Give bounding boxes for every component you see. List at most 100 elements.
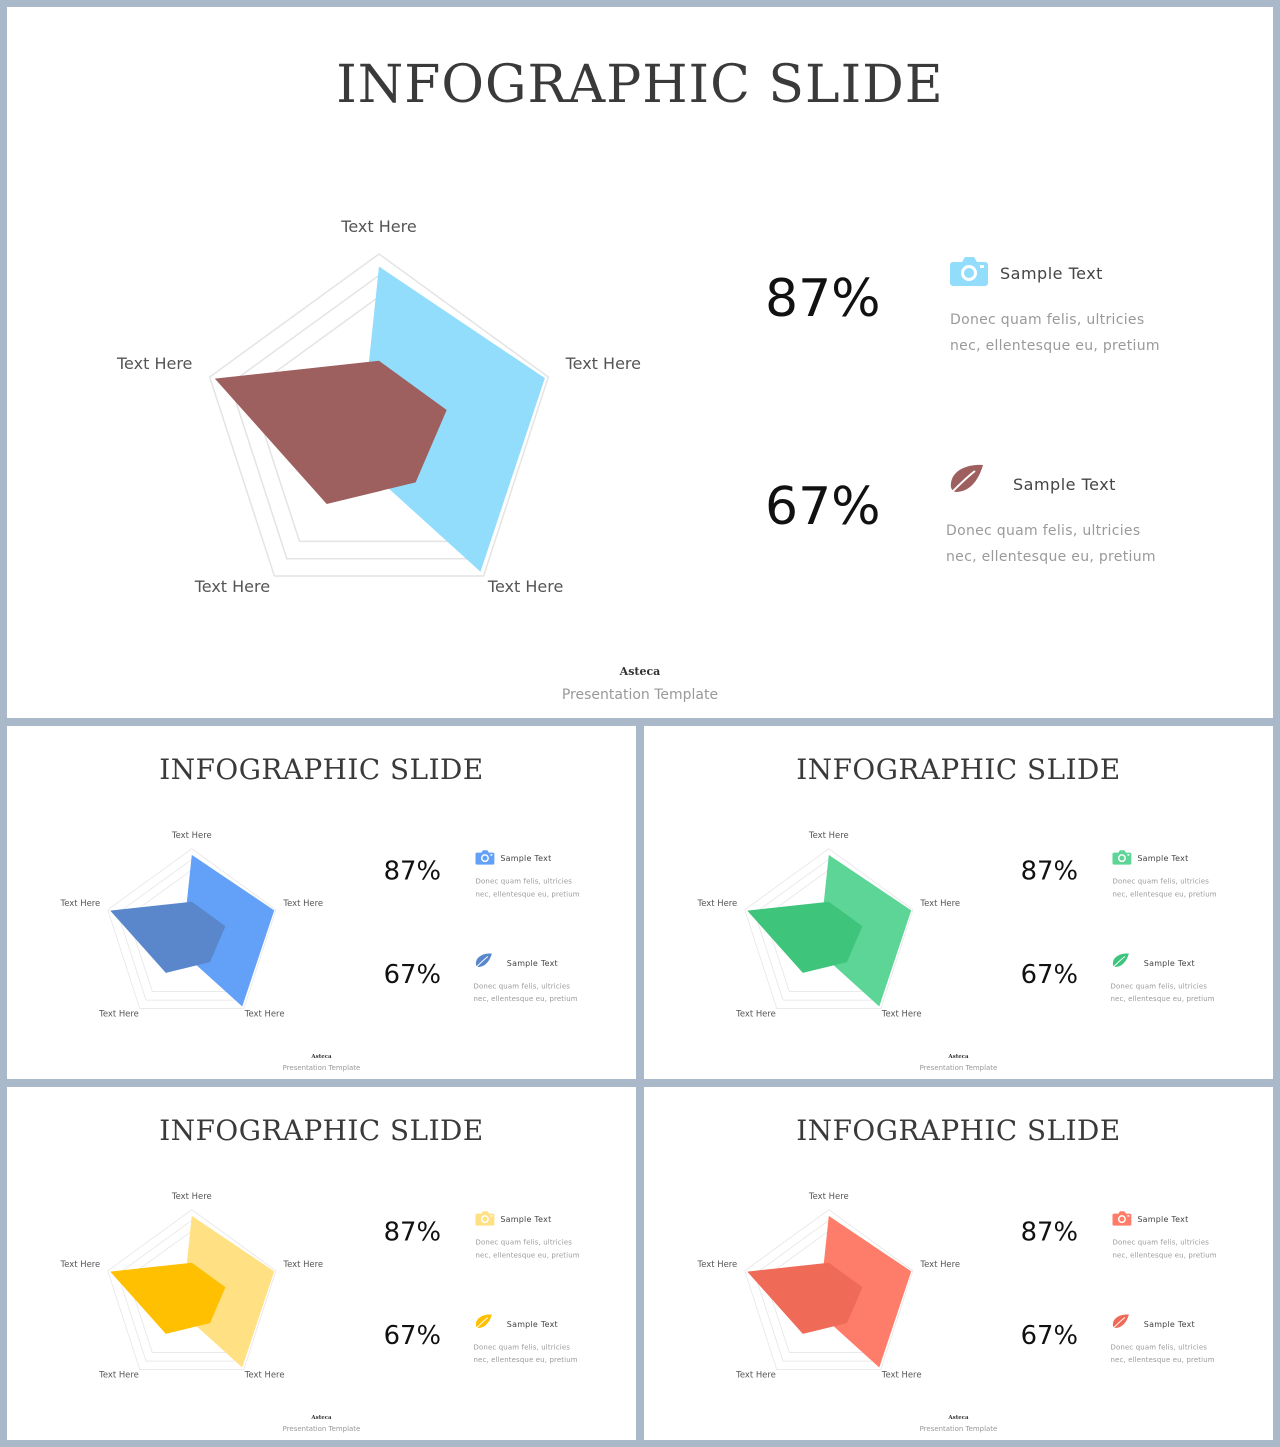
desc-line: Donec quam felis, ultricies — [1112, 877, 1210, 886]
axis-label: Text Here — [919, 1259, 960, 1269]
slide-title: INFOGRAPHIC SLIDE — [796, 1114, 1121, 1148]
axis-label: Text Here — [282, 1259, 323, 1269]
leaf-icon — [474, 1314, 492, 1330]
desc-line: Donec quam felis, ultricies — [950, 312, 1145, 328]
green-slide: INFOGRAPHIC SLIDE Text Here Text Here Text… — [644, 726, 1273, 1079]
stat-desc-2: Donec quam felis, ultricies nec, ellente… — [473, 1341, 577, 1367]
camera-icon — [475, 850, 495, 865]
radar-series-1 — [818, 1215, 912, 1368]
radar-chart: Text Here Text Here Text Here Text Here Text… — [116, 217, 641, 596]
desc-line: Donec quam felis, ultricies — [475, 877, 573, 886]
brand-subtitle: Presentation Template — [561, 687, 719, 703]
slide-inner: INFOGRAPHIC SLIDE Text Here Text Here Text… — [7, 726, 636, 1079]
brand-subtitle: Presentation Template — [282, 1424, 361, 1433]
stat-value-2: 67% — [765, 477, 881, 537]
stat-label-2: Sample Text — [506, 1319, 558, 1329]
axis-label: Text Here — [98, 1370, 139, 1380]
stat-desc-1: Donec quam felis, ultricies nec, ellente… — [1112, 875, 1216, 901]
stat-desc-2: Donec quam felis, ultricies nec, ellente… — [1110, 1341, 1214, 1367]
radar-series-1 — [181, 1215, 275, 1368]
desc-line: nec, ellentesque eu, pretium — [1112, 890, 1217, 899]
camera-icon — [950, 257, 988, 286]
slide-inner: INFOGRAPHIC SLIDE Text Here Text Here Text… — [7, 1087, 636, 1440]
stat-value-1: 87% — [765, 269, 881, 329]
red-slide: INFOGRAPHIC SLIDE Text Here Text Here Text… — [644, 1087, 1273, 1440]
camera-icon — [475, 1211, 495, 1226]
radar-grid — [107, 848, 277, 1010]
axis-label: Text Here — [282, 898, 323, 908]
desc-line: nec, ellentesque eu, pretium — [950, 338, 1160, 354]
stat-label-1: Sample Text — [500, 1214, 552, 1225]
brand-subtitle: Presentation Template — [919, 1063, 998, 1072]
axis-label: Text Here — [171, 1191, 212, 1201]
slide-title: INFOGRAPHIC SLIDE — [159, 753, 484, 787]
desc-line: Donec quam felis, ultricies — [946, 523, 1141, 539]
brand-name: Asteca — [619, 665, 661, 678]
stat-label-2: Sample Text — [1143, 1319, 1195, 1329]
slide-inner: INFOGRAPHIC SLIDE Text Here Text Here Text… — [644, 726, 1273, 1079]
stat-value-2: 67% — [383, 959, 441, 990]
leaf-icon — [1111, 953, 1129, 969]
desc-line: Donec quam felis, ultricies — [473, 982, 571, 991]
stat-label-2: Sample Text — [1143, 958, 1195, 968]
axis-label: Text Here — [919, 898, 960, 908]
radar-series-2 — [747, 901, 863, 973]
desc-line: Donec quam felis, ultricies — [1110, 982, 1208, 991]
brand-name: Asteca — [948, 1052, 969, 1060]
camera-icon — [1112, 850, 1132, 865]
axis-label: Text Here — [735, 1009, 776, 1019]
leaf-icon — [948, 464, 983, 496]
desc-line: nec, ellentesque eu, pretium — [1112, 1251, 1217, 1260]
axis-label: Text Here — [171, 830, 212, 840]
desc-line: Donec quam felis, ultricies — [1110, 1343, 1208, 1352]
radar-series-2 — [110, 1262, 226, 1334]
axis-label: Text Here — [696, 1259, 737, 1269]
desc-line: nec, ellentesque eu, pretium — [1110, 1356, 1215, 1365]
stat-desc-2: Donec quam felis, ultricies nec, ellente… — [946, 518, 1156, 570]
axis-label: Text Here — [881, 1370, 922, 1380]
axis-label: Text Here — [244, 1370, 285, 1380]
axis-label: Text Here — [487, 577, 563, 596]
stat-label-1: Sample Text — [500, 853, 552, 864]
brand-name: Asteca — [311, 1413, 332, 1421]
desc-line: Donec quam felis, ultricies — [1112, 1238, 1210, 1247]
slide-title: INFOGRAPHIC SLIDE — [336, 55, 944, 115]
radar-chart: Text Here Text Here Text Here Text Here Text… — [696, 1191, 960, 1380]
radar-series-2 — [214, 360, 447, 504]
desc-line: nec, ellentesque eu, pretium — [475, 890, 580, 899]
axis-label: Text Here — [735, 1370, 776, 1380]
slide-inner: INFOGRAPHIC SLIDE Text Here Text Here Text… — [7, 7, 1273, 718]
yellow-slide: INFOGRAPHIC SLIDE Text Here Text Here Text… — [7, 1087, 636, 1440]
radar-chart: Text Here Text Here Text Here Text Here Text… — [59, 1191, 323, 1380]
radar-series-2 — [110, 901, 226, 973]
stat-desc-1: Donec quam felis, ultricies nec, ellente… — [950, 307, 1160, 359]
stat-desc-1: Donec quam felis, ultricies nec, ellente… — [1112, 1236, 1216, 1262]
desc-line: nec, ellentesque eu, pretium — [475, 1251, 580, 1260]
axis-label: Text Here — [881, 1009, 922, 1019]
stat-value-2: 67% — [1020, 1320, 1078, 1351]
blue-slide: INFOGRAPHIC SLIDE Text Here Text Here Text… — [7, 726, 636, 1079]
axis-label: Text Here — [194, 577, 270, 596]
radar-series-1 — [818, 854, 912, 1007]
axis-label: Text Here — [696, 898, 737, 908]
stat-label-2: Sample Text — [1013, 475, 1116, 494]
stat-value-2: 67% — [383, 1320, 441, 1351]
radar-series-2 — [747, 1262, 863, 1334]
desc-line: nec, ellentesque eu, pretium — [946, 549, 1156, 565]
desc-line: nec, ellentesque eu, pretium — [1110, 995, 1215, 1004]
axis-label: Text Here — [565, 354, 641, 373]
axis-label: Text Here — [808, 830, 849, 840]
axis-label: Text Here — [98, 1009, 139, 1019]
stat-label-2: Sample Text — [506, 958, 558, 968]
brand-subtitle: Presentation Template — [919, 1424, 998, 1433]
desc-line: Donec quam felis, ultricies — [475, 1238, 573, 1247]
axis-label: Text Here — [59, 898, 100, 908]
stat-value-1: 87% — [383, 1217, 441, 1247]
brand-name: Asteca — [311, 1052, 332, 1060]
axis-label: Text Here — [808, 1191, 849, 1201]
axis-label: Text Here — [59, 1259, 100, 1269]
radar-chart: Text Here Text Here Text Here Text Here Text… — [59, 830, 323, 1019]
radar-series-1 — [358, 266, 545, 572]
brand-subtitle: Presentation Template — [282, 1063, 361, 1072]
stat-value-1: 87% — [383, 856, 441, 886]
